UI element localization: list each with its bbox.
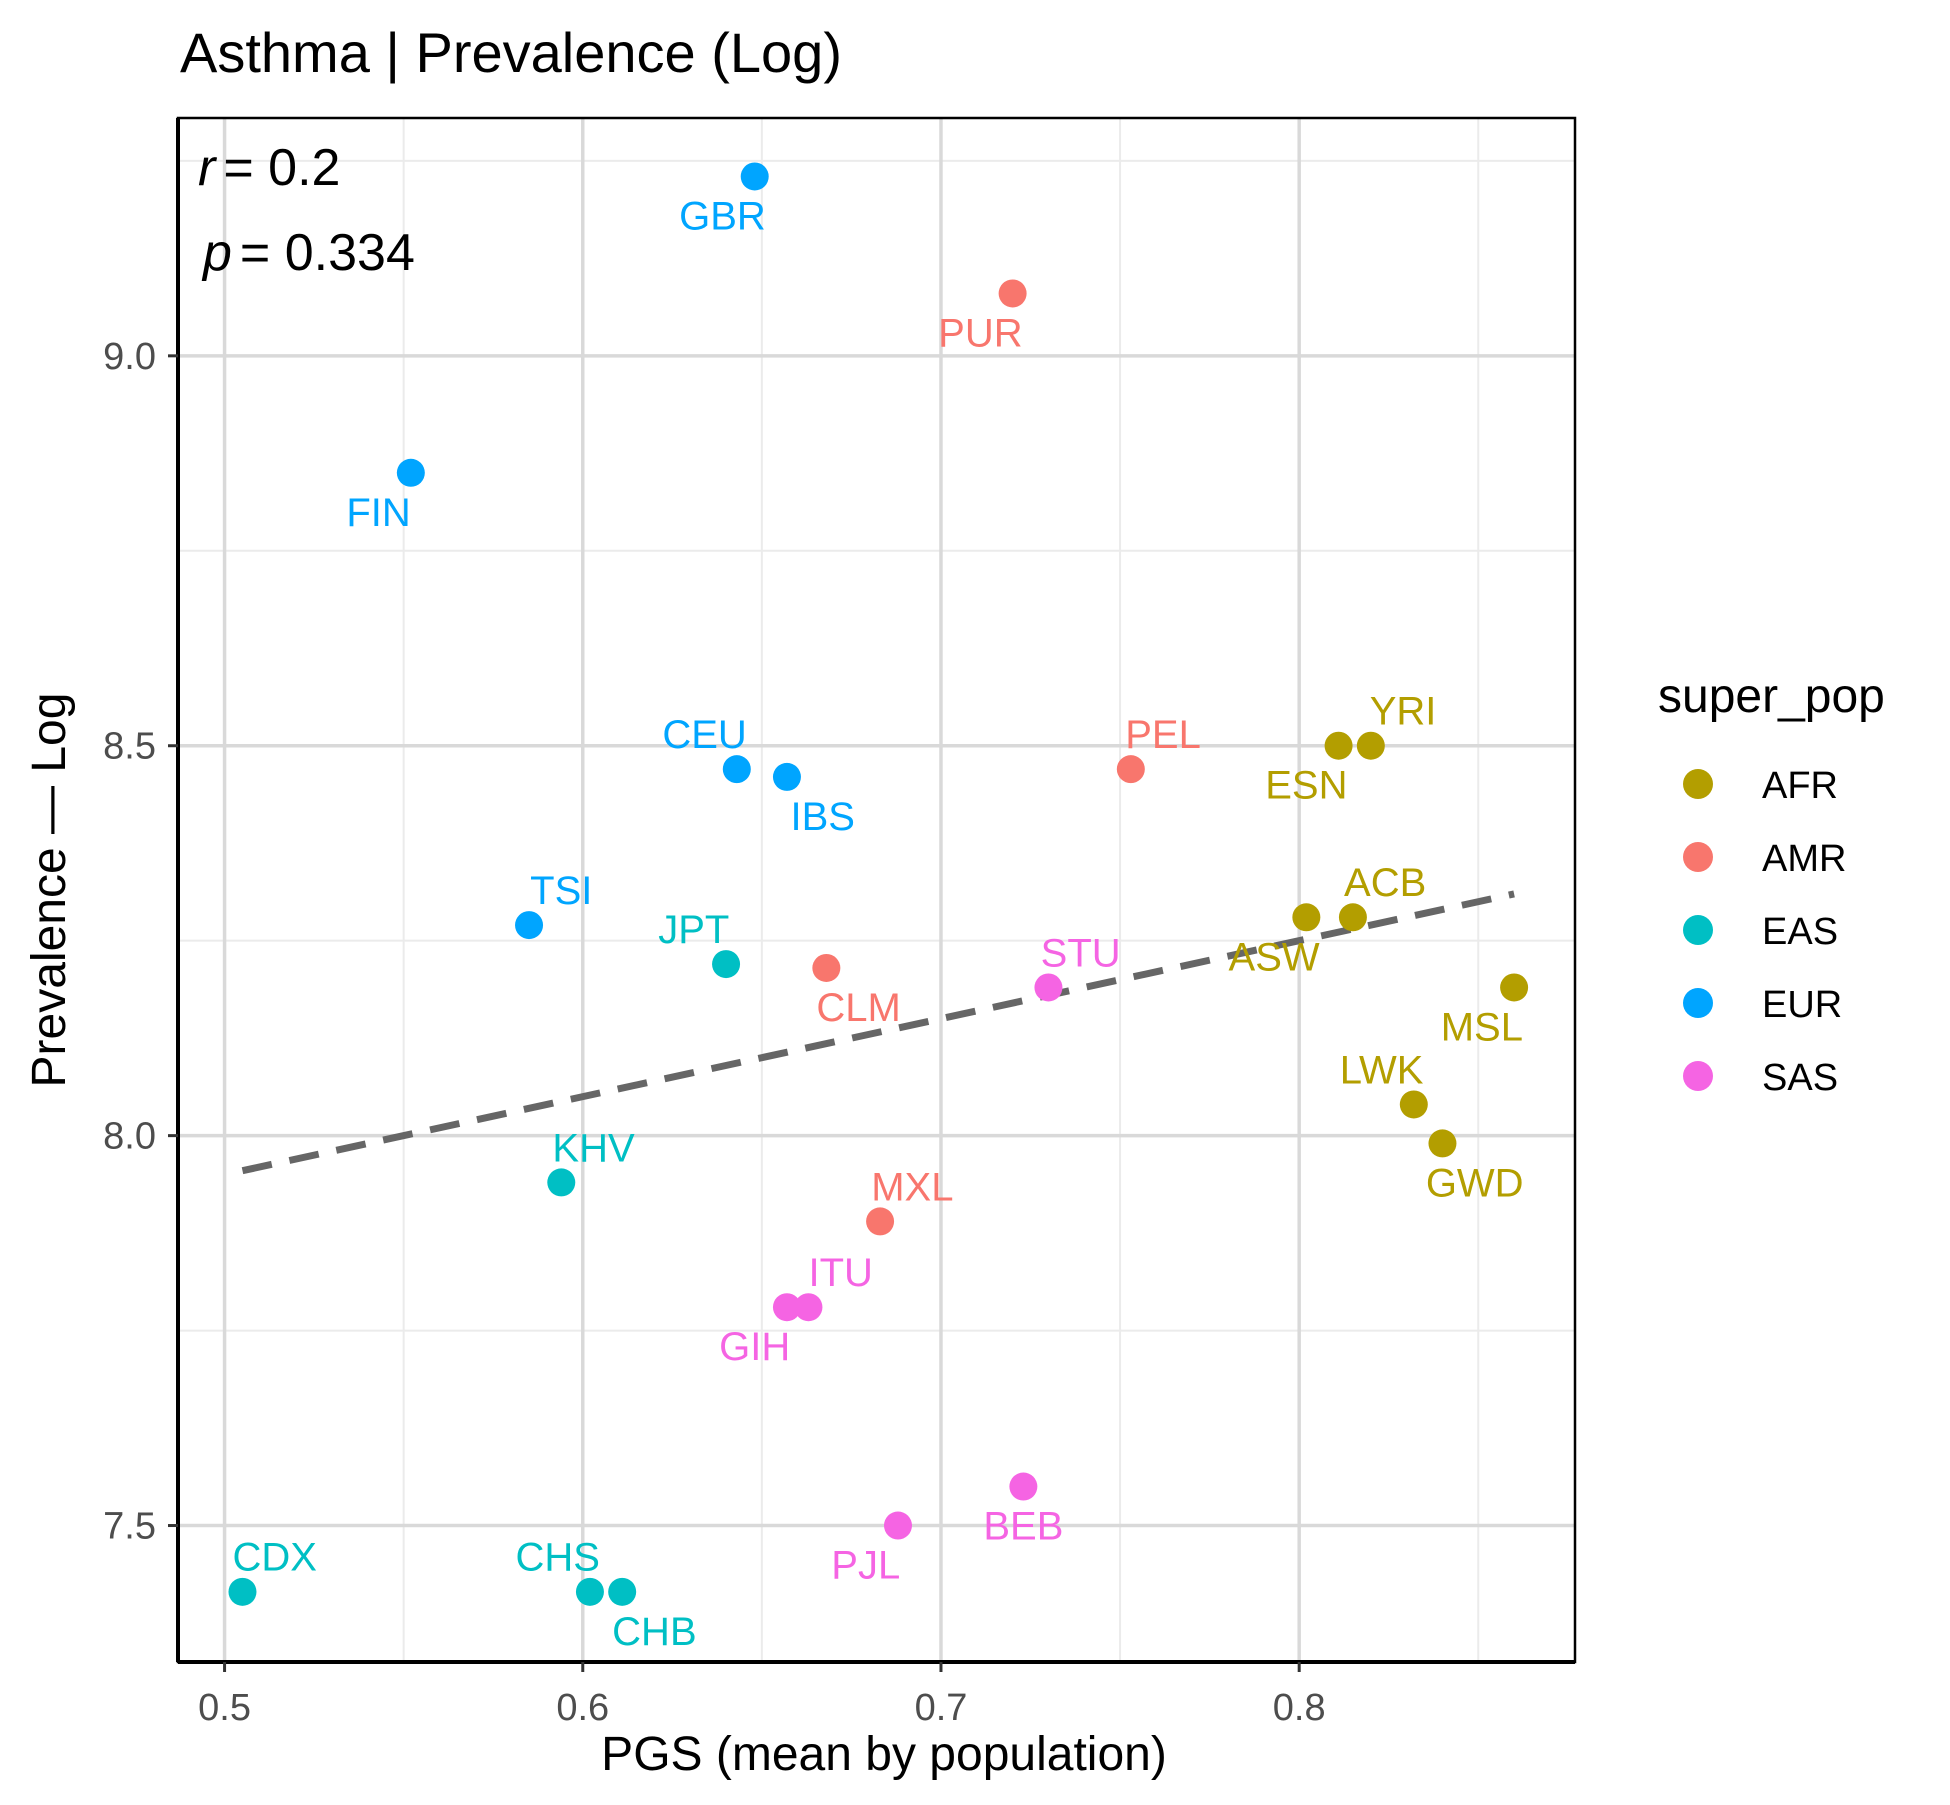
x-tick-label: 0.5 xyxy=(198,1687,251,1729)
legend-label-eas: EAS xyxy=(1762,911,1838,953)
point-msl xyxy=(1500,973,1529,1002)
legend-key-eas xyxy=(1683,915,1713,945)
x-axis-title: PGS (mean by population) xyxy=(601,1728,1167,1781)
stat-r-symbol: r xyxy=(198,139,218,197)
legend-label-amr: AMR xyxy=(1762,838,1846,880)
point-acb xyxy=(1338,903,1367,932)
point-ibs xyxy=(772,762,801,791)
point-label-gbr: GBR xyxy=(679,194,766,238)
point-label-clm: CLM xyxy=(816,986,900,1030)
point-jpt xyxy=(712,950,741,979)
legend-title: super_pop xyxy=(1658,670,1885,723)
point-lwk xyxy=(1399,1090,1428,1119)
point-clm xyxy=(812,953,841,982)
point-label-beb: BEB xyxy=(983,1505,1063,1549)
x-tick-label: 0.8 xyxy=(1273,1687,1326,1729)
point-label-lwk: LWK xyxy=(1340,1048,1424,1092)
point-itu xyxy=(794,1293,823,1322)
grid-layer xyxy=(178,118,1575,1662)
point-esn xyxy=(1324,731,1353,760)
legend-label-sas: SAS xyxy=(1762,1057,1838,1099)
point-chb xyxy=(608,1577,637,1606)
point-gwd xyxy=(1428,1129,1457,1158)
point-label-stu: STU xyxy=(1041,931,1121,975)
point-label-cdx: CDX xyxy=(232,1536,316,1580)
point-gbr xyxy=(740,162,769,191)
point-label-gih: GIH xyxy=(719,1325,790,1369)
legend-key-eur xyxy=(1683,988,1713,1018)
point-label-acb: ACB xyxy=(1344,861,1426,905)
legend-layer: super_pop AFR AMR EAS EUR SAS xyxy=(1658,670,1885,1099)
stat-r-value: = 0.2 xyxy=(223,139,340,197)
trend-line xyxy=(241,890,1515,1175)
point-beb xyxy=(1009,1472,1038,1501)
labels-layer: GBR PUR FIN CEU IBS PEL ESN YRI TSI JPT CLM STU ASW A… xyxy=(232,194,1523,1653)
trend-layer xyxy=(241,890,1515,1175)
point-label-pjl: PJL xyxy=(831,1544,900,1588)
point-label-itu: ITU xyxy=(808,1251,872,1295)
point-gih xyxy=(772,1293,801,1322)
point-label-fin: FIN xyxy=(346,491,410,535)
legend-label-eur: EUR xyxy=(1762,984,1842,1026)
point-label-ceu: CEU xyxy=(662,713,746,757)
point-label-chb: CHB xyxy=(612,1610,696,1654)
point-khv xyxy=(547,1168,576,1197)
point-label-yri: YRI xyxy=(1370,690,1437,734)
y-tick-label: 8.5 xyxy=(103,726,156,768)
point-cdx xyxy=(228,1577,257,1606)
x-tick-label: 0.7 xyxy=(915,1687,968,1729)
legend-key-afr xyxy=(1683,769,1713,799)
y-tick-label: 7.5 xyxy=(103,1506,156,1548)
point-yri xyxy=(1356,731,1385,760)
point-label-ibs: IBS xyxy=(791,795,855,839)
point-label-tsi: TSI xyxy=(530,869,592,913)
point-label-chs: CHS xyxy=(515,1536,599,1580)
chart-title: Asthma | Prevalence (Log) xyxy=(180,21,842,84)
legend-key-sas xyxy=(1683,1061,1713,1091)
legend-key-amr xyxy=(1683,842,1713,872)
point-ceu xyxy=(722,755,751,784)
point-label-khv: KHV xyxy=(552,1126,635,1170)
point-fin xyxy=(396,458,425,487)
point-pjl xyxy=(883,1511,912,1540)
point-chs xyxy=(575,1577,604,1606)
point-label-msl: MSL xyxy=(1441,1005,1523,1049)
point-mxl xyxy=(866,1207,895,1236)
point-label-mxl: MXL xyxy=(871,1165,953,1209)
y-axis-title: Prevalence — Log xyxy=(23,693,76,1088)
point-label-pel: PEL xyxy=(1125,713,1201,757)
stat-p-symbol: p xyxy=(201,224,232,282)
y-tick-label: 8.0 xyxy=(103,1116,156,1158)
point-label-pur: PUR xyxy=(938,311,1022,355)
point-asw xyxy=(1292,903,1321,932)
points-layer xyxy=(228,162,1529,1606)
stat-r: r = 0.2 xyxy=(198,139,340,197)
stat-p: p = 0.334 xyxy=(201,224,415,282)
point-label-asw: ASW xyxy=(1229,935,1320,979)
x-tick-label: 0.6 xyxy=(556,1687,609,1729)
point-label-esn: ESN xyxy=(1265,764,1347,808)
point-label-gwd: GWD xyxy=(1426,1161,1524,1205)
axes-layer: 0.5 0.6 0.7 0.8 7.5 8.0 8.5 9.0 xyxy=(103,116,1577,1729)
point-stu xyxy=(1034,973,1063,1002)
point-pur xyxy=(998,279,1027,308)
stat-p-value: = 0.334 xyxy=(240,224,415,282)
point-tsi xyxy=(515,911,544,940)
point-label-jpt: JPT xyxy=(658,908,729,952)
point-pel xyxy=(1116,755,1145,784)
y-tick-label: 9.0 xyxy=(103,336,156,378)
legend-label-afr: AFR xyxy=(1762,765,1838,807)
stats-layer: r = 0.2 p = 0.334 xyxy=(198,139,415,282)
